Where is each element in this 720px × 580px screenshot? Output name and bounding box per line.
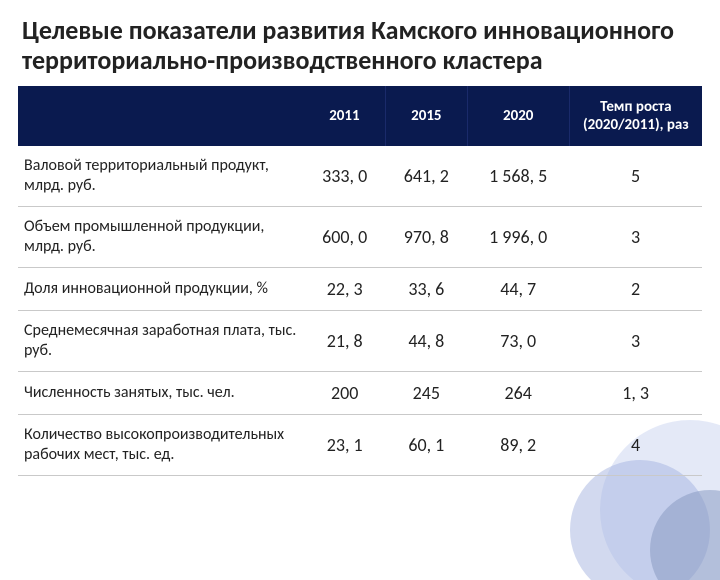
table-row: Численность занятых, тыс. чел. 200 245 2… (18, 371, 702, 414)
page-title: Целевые показатели развития Камского инн… (0, 0, 720, 86)
cell-2011: 21, 8 (304, 310, 386, 371)
cell-2015: 970, 8 (386, 206, 468, 267)
table-row: Объем промышленной продукции, млрд. руб.… (18, 206, 702, 267)
cell-rate: 3 (569, 206, 702, 267)
cell-2015: 44, 8 (386, 310, 468, 371)
cell-2015: 641, 2 (386, 146, 468, 207)
col-header-rate: Темп роста (2020/2011), раз (569, 86, 702, 146)
cell-2011: 200 (304, 371, 386, 414)
col-header-2011: 2011 (304, 86, 386, 146)
row-label: Среднемесячная заработная плата, тыс. ру… (18, 310, 304, 371)
cell-2020: 264 (467, 371, 569, 414)
cell-rate: 5 (569, 146, 702, 207)
row-label: Объем промышленной продукции, млрд. руб. (18, 206, 304, 267)
col-header-2020: 2020 (467, 86, 569, 146)
row-label: Валовой территориальный продукт, млрд. р… (18, 146, 304, 207)
cell-2015: 33, 6 (386, 267, 468, 310)
cell-2020: 44, 7 (467, 267, 569, 310)
cell-2020: 1 996, 0 (467, 206, 569, 267)
cell-2020: 1 568, 5 (467, 146, 569, 207)
cell-2015: 245 (386, 371, 468, 414)
cell-rate: 4 (569, 414, 702, 475)
cell-rate: 1, 3 (569, 371, 702, 414)
cell-rate: 3 (569, 310, 702, 371)
row-label: Количество высокопроизводительных рабочи… (18, 414, 304, 475)
cell-2011: 23, 1 (304, 414, 386, 475)
indicators-table: 2011 2015 2020 Темп роста (2020/2011), р… (18, 86, 702, 476)
indicators-table-wrap: 2011 2015 2020 Темп роста (2020/2011), р… (0, 86, 720, 476)
cell-2020: 73, 0 (467, 310, 569, 371)
table-header-row: 2011 2015 2020 Темп роста (2020/2011), р… (18, 86, 702, 146)
cell-2011: 22, 3 (304, 267, 386, 310)
table-row: Валовой территориальный продукт, млрд. р… (18, 146, 702, 207)
col-header-indicator (18, 86, 304, 146)
col-header-2015: 2015 (386, 86, 468, 146)
table-row: Количество высокопроизводительных рабочи… (18, 414, 702, 475)
table-row: Среднемесячная заработная плата, тыс. ру… (18, 310, 702, 371)
row-label: Доля инновационной продукции, % (18, 267, 304, 310)
row-label: Численность занятых, тыс. чел. (18, 371, 304, 414)
cell-2015: 60, 1 (386, 414, 468, 475)
cell-2011: 333, 0 (304, 146, 386, 207)
table-row: Доля инновационной продукции, % 22, 3 33… (18, 267, 702, 310)
cell-rate: 2 (569, 267, 702, 310)
cell-2020: 89, 2 (467, 414, 569, 475)
cell-2011: 600, 0 (304, 206, 386, 267)
